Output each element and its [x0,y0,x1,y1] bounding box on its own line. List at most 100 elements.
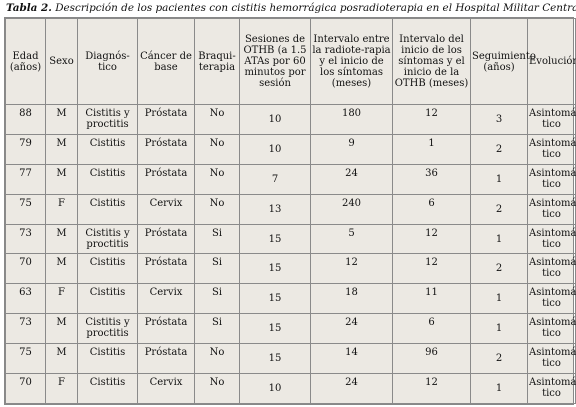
cell-othb-sessions: 15 [239,223,311,255]
cell-symptom-interval: 1 [392,133,471,165]
cell-brachytherapy: No [194,373,240,404]
cell-base-cancer: Cervix [137,373,195,404]
cell-outcome: Asintomá-tico [527,163,576,195]
table-row: 79 M Cistitis Próstata No 10 9 1 2 Asintomá-tico [5,133,576,165]
cell-outcome: Asintomá-tico [527,133,576,165]
cell-base-cancer: Próstata [137,343,195,375]
header-outcome: Evolución [527,18,576,105]
cell-radiotherapy-interval: 12 [310,253,393,285]
cell-diagnosis: Cistitis [77,193,138,225]
cell-symptom-interval: 96 [392,343,471,375]
cell-base-cancer: Próstata [137,133,195,165]
cell-age: 77 [5,163,46,195]
cell-sex: F [45,193,78,225]
cell-follow-up: 1 [470,223,528,255]
cell-sex: M [45,163,78,195]
cell-diagnosis: Cistitis [77,133,138,165]
cell-sex: F [45,283,78,315]
cell-brachytherapy: Si [194,253,240,285]
cell-othb-sessions: 10 [239,133,311,165]
cell-radiotherapy-interval: 180 [310,104,393,135]
cell-base-cancer: Próstata [137,223,195,255]
cell-radiotherapy-interval: 24 [310,373,393,404]
cell-age: 88 [5,104,46,135]
cell-radiotherapy-interval: 240 [310,193,393,225]
cell-sex: M [45,223,78,255]
cell-symptom-interval: 6 [392,313,471,345]
cell-brachytherapy: No [194,343,240,375]
cell-diagnosis: Cistitis [77,373,138,404]
table-row: 70 F Cistitis Cervix No 10 24 12 1 Asintomá-tico [5,373,576,404]
cell-symptom-interval: 12 [392,223,471,255]
cell-symptom-interval: 6 [392,193,471,225]
cell-follow-up: 2 [470,133,528,165]
cell-follow-up: 3 [470,104,528,135]
cell-age: 75 [5,343,46,375]
cell-radiotherapy-interval: 9 [310,133,393,165]
header-radiotherapy-interval: Intervalo entre la radiote-rapia y el in… [310,18,393,105]
header-age: Edad (años) [5,18,46,105]
table-row: 75 M Cistitis Próstata No 15 14 96 2 Asintomá-tic… [5,343,576,375]
caption-label: Tabla 2. [6,2,52,14]
cell-symptom-interval: 12 [392,373,471,404]
cell-follow-up: 1 [470,283,528,315]
cell-base-cancer: Próstata [137,163,195,195]
cell-diagnosis: Cistitis [77,253,138,285]
cell-sex: M [45,253,78,285]
table-row: 88 M Cistitis y proctitis Próstata No 10 180 12… [5,104,576,135]
cell-outcome: Asintomá-tico [527,253,576,285]
cell-radiotherapy-interval: 24 [310,163,393,195]
table-row: 73 M Cistitis y proctitis Próstata Si 15 24 6 1 A… [5,313,576,345]
cell-othb-sessions: 15 [239,343,311,375]
caption-text: Descripción de los pacientes con cistiti… [55,2,576,14]
cell-base-cancer: Próstata [137,313,195,345]
header-diagnosis: Diagnós-tico [77,18,138,105]
cell-brachytherapy: No [194,133,240,165]
header-follow-up: Seguimiento (años) [470,18,536,105]
cell-follow-up: 2 [470,253,528,285]
cell-outcome: Asintomá-tico [527,343,576,375]
cell-base-cancer: Cervix [137,193,195,225]
cell-sex: M [45,313,78,345]
cell-brachytherapy: No [194,104,240,135]
cell-age: 70 [5,253,46,285]
cell-sex: M [45,343,78,375]
cell-follow-up: 1 [470,163,528,195]
cell-brachytherapy: Si [194,313,240,345]
table-row: 73 M Cistitis y proctitis Próstata Si 15 5 12 1 A… [5,223,576,255]
cell-sex: F [45,373,78,404]
table-body: 88 M Cistitis y proctitis Próstata No 10 180 12… [5,104,576,404]
cell-age: 70 [5,373,46,404]
table-row: 70 M Cistitis Próstata Si 15 12 12 2 Asintomá-tic… [5,253,576,285]
cell-outcome: Asintomá-tico [527,313,576,345]
cell-age: 63 [5,283,46,315]
cell-sex: M [45,104,78,135]
cell-base-cancer: Cervix [137,283,195,315]
table-row: 77 M Cistitis Próstata No 7 24 36 1 Asintomá-tico [5,163,576,195]
cell-sex: M [45,133,78,165]
cell-follow-up: 2 [470,343,528,375]
cell-symptom-interval: 12 [392,253,471,285]
table-row: 75 F Cistitis Cervix No 13 240 6 2 Asintomá-tico [5,193,576,225]
cell-outcome: Asintomá-tico [527,373,576,404]
cell-symptom-interval: 36 [392,163,471,195]
cell-radiotherapy-interval: 14 [310,343,393,375]
cell-brachytherapy: No [194,163,240,195]
cell-outcome: Asintomá-tico [527,283,576,315]
cell-othb-sessions: 15 [239,313,311,345]
header-symptom-interval: Intervalo del inicio de los síntomas y e… [392,18,471,105]
cell-brachytherapy: No [194,193,240,225]
cell-diagnosis: Cistitis y proctitis [77,104,138,135]
cell-symptom-interval: 11 [392,283,471,315]
cell-othb-sessions: 15 [239,253,311,285]
cell-outcome: Asintomá-tico [527,223,576,255]
cell-base-cancer: Próstata [137,104,195,135]
cell-outcome: Asintomá-tico [527,193,576,225]
patients-table: Edad (años) Sexo Diagnós-tico Cáncer de bas… [5,18,576,404]
table-row: 63 F Cistitis Cervix Si 15 18 11 1 Asintomá-tico [5,283,576,315]
cell-diagnosis: Cistitis y proctitis [77,223,138,255]
cell-radiotherapy-interval: 18 [310,283,393,315]
cell-othb-sessions: 10 [239,104,311,135]
cell-follow-up: 1 [470,373,528,404]
cell-brachytherapy: Si [194,283,240,315]
